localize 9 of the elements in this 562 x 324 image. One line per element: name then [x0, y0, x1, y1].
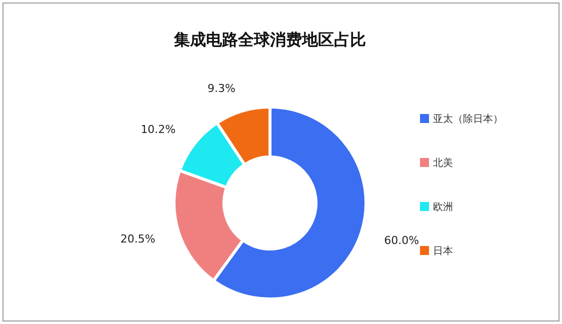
- data-label: 10.2%: [140, 122, 176, 136]
- legend-label: 亚太（除日本）: [433, 113, 503, 125]
- legend-label: 北美: [433, 157, 453, 169]
- legend-label: 日本: [433, 245, 453, 257]
- chart-title: 集成电路全球消费地区占比: [173, 30, 366, 49]
- data-label: 9.3%: [207, 82, 236, 96]
- data-label: 20.5%: [120, 232, 156, 246]
- legend-label: 欧洲: [433, 201, 453, 213]
- data-label: 60.0%: [384, 234, 420, 248]
